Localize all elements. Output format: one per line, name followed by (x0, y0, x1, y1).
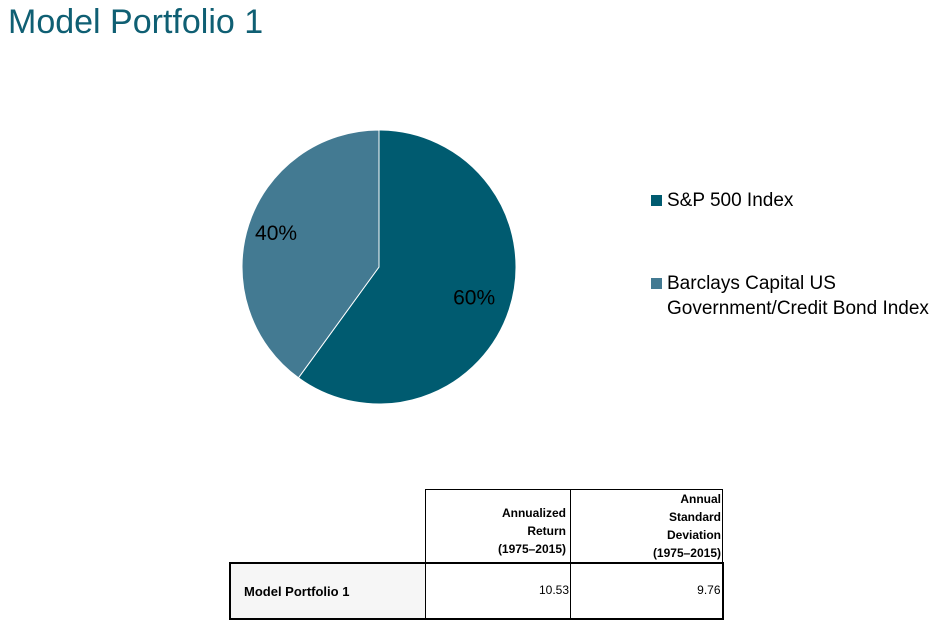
pie-slice-label-0: 60% (453, 286, 495, 309)
table-row: Model Portfolio 1 10.53 9.76 (229, 562, 724, 620)
legend-label-barclays: Barclays Capital US Government/Credit Bo… (667, 273, 929, 319)
pie-slice-0 (297, 129, 517, 405)
header-text: Standard (668, 510, 721, 524)
cell-annual-std-dev: 9.76 (570, 562, 724, 620)
cell-annualized-return: 10.53 (425, 562, 571, 620)
pie-chart: 60% 40% (241, 129, 517, 405)
page-title: Model Portfolio 1 (8, 3, 264, 41)
pie-slice-label-1: 40% (255, 222, 297, 245)
header-annual-std-dev: Annual Standard Deviation (1975–2015) (570, 489, 723, 564)
header-text: Annualized (501, 506, 566, 520)
legend-swatch-barclays (651, 278, 662, 289)
table-corner-cell (230, 490, 426, 564)
header-text: (1975–2015) (497, 542, 566, 556)
header-text: Deviation (666, 528, 721, 542)
legend-label-sp500: S&P 500 Index (667, 190, 794, 211)
legend-swatch-sp500 (651, 195, 662, 206)
legend-item-barclays: Barclays Capital US Government/Credit Bo… (651, 271, 941, 321)
chart-legend: S&P 500 Index Barclays Capital US Govern… (651, 188, 941, 321)
header-text: Annual (680, 492, 721, 506)
table-header-row: Annualized Return (1975–2015) Annual Sta… (230, 489, 723, 564)
row-label: Model Portfolio 1 (229, 562, 426, 620)
header-text: Return (527, 524, 566, 538)
header-text: (1975–2015) (652, 546, 721, 560)
pie-slice-1 (241, 129, 380, 379)
header-annualized-return: Annualized Return (1975–2015) (425, 489, 571, 564)
portfolio-stats-table: Annualized Return (1975–2015) Annual Sta… (229, 489, 724, 620)
legend-item-sp500: S&P 500 Index (651, 188, 941, 213)
